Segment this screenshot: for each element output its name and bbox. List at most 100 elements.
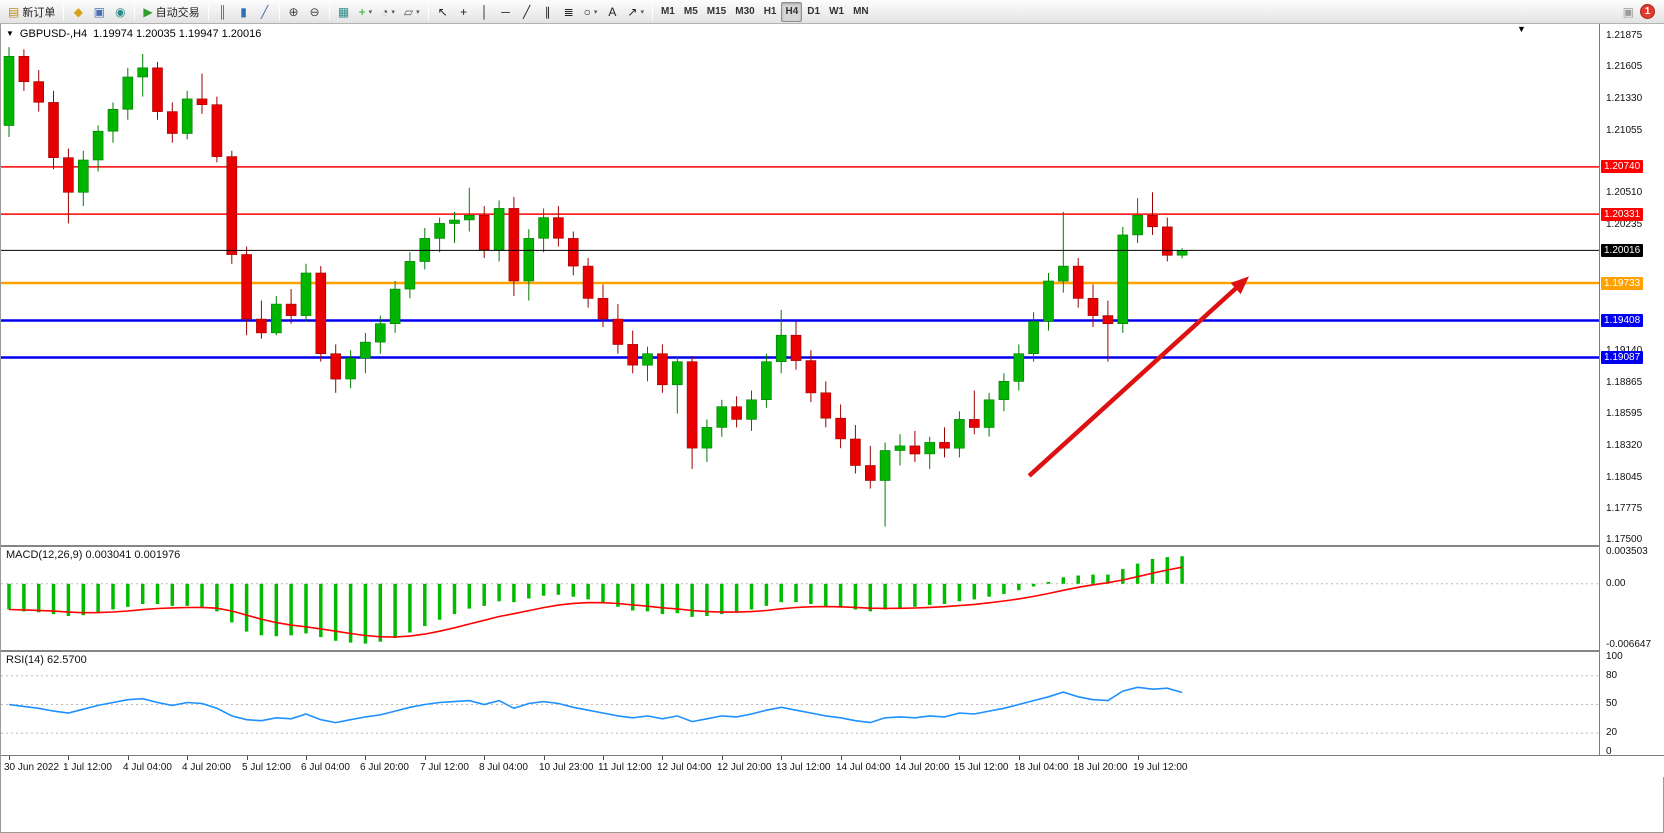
price-axis-label: 1.19140 [1606,345,1642,357]
rsi-canvas[interactable] [1,652,1599,755]
navigator-icon: ▣ [93,4,106,19]
candle [879,450,891,481]
chevron-down-icon: ▾ [416,8,420,16]
candle [345,357,356,380]
price-level-badge: 1.19733 [1601,277,1644,290]
macd-panel[interactable] [1,547,1599,650]
autotrading-button[interactable]: ▶ 自动交易 [139,2,203,22]
time-axis-tick [959,756,960,760]
candle [1013,353,1025,382]
panel-splitter[interactable] [1,545,1664,547]
navigator-button[interactable]: ▣ [89,2,109,22]
candle [1028,321,1039,354]
trendline-button[interactable]: ╱ [517,2,537,22]
one-click-trading-toggle[interactable]: ▼ [6,29,14,38]
new-order-button[interactable]: ▤ 新订单 [4,2,59,22]
timeframe-m15-label: M15 [706,6,727,17]
line-chart-button[interactable]: ╱ [255,2,275,22]
terminal-button[interactable]: ◉ [110,2,130,22]
horizontal-line-icon: ─ [501,4,510,19]
time-axis-tick [1138,756,1139,760]
arrows-button[interactable]: ↗ ▾ [623,2,648,22]
time-axis-label: 4 Jul 04:00 [123,762,172,773]
bar-chart-button[interactable]: ║ [213,2,233,22]
timeframe-mn[interactable]: MN [849,2,873,22]
timeframe-h1[interactable]: H1 [760,2,781,22]
price-axis[interactable]: 1.21875 1.21605 1.21330 1.21055 1.20510 1.202… [1599,24,1664,757]
horizontal-line-button[interactable]: ─ [496,2,516,22]
candle [463,215,475,221]
price-axis-label: 1.18865 [1606,377,1643,388]
timeframe-m15[interactable]: M15 [703,2,730,22]
crosshair-button[interactable]: + [454,2,474,22]
macd-canvas[interactable] [1,547,1599,650]
vertical-line-button[interactable]: │ [475,2,495,22]
candle [627,344,639,366]
candle [968,419,980,428]
price-axis-label: 0 [1606,746,1612,757]
time-axis-tick [781,756,782,760]
time-axis-label: 6 Jul 04:00 [301,762,350,773]
timeframe-w1[interactable]: W1 [825,2,848,22]
fibonacci-button[interactable]: ≣ [559,2,579,22]
panel-splitter[interactable] [1,650,1664,652]
indicators-button[interactable]: + ▾ [355,2,377,22]
cursor-button[interactable]: ↖ [433,2,453,22]
candle [597,297,609,320]
candle [181,98,193,134]
line-chart-icon: ╱ [260,4,269,19]
trend-arrow[interactable] [1027,280,1244,478]
time-axis-tick [187,756,188,760]
time-axis-label: 18 Jul 20:00 [1073,762,1128,773]
toolbar-separator [134,3,136,20]
candle [449,219,460,224]
timeframe-m5[interactable]: M5 [680,2,702,22]
candle [33,81,45,103]
chevron-down-icon: ▾ [593,8,598,16]
candlestick-chart-button[interactable]: ▮ [234,2,254,22]
channel-button[interactable]: ∥ [538,2,558,22]
toolbar: ▤ 新订单 ◆ ▣ ◉ ▶ 自动交易 ║ ▮ ╱ ⊕ ⊖ ▦ + ▾ ◔ ▾ ▱ ▾ ↖ + │ ─ ╱ ∥ ≣ ○ ▾ A ↗ ▾ M1 M5… [0,0,1664,24]
price-axis-label: 1.17775 [1606,503,1643,514]
price-axis-label: 20 [1606,727,1618,738]
candle [983,399,995,428]
indicators-icon: + [358,4,366,19]
shapes-icon: ○ [583,4,591,19]
zoom-in-button[interactable]: ⊕ [284,2,304,22]
rsi-panel[interactable] [1,652,1599,755]
candle [1132,215,1143,236]
templates-button[interactable]: ▱ ▾ [400,2,424,22]
candle [107,109,119,132]
zoom-out-button[interactable]: ⊖ [305,2,325,22]
notification-icon[interactable]: ▣ [1622,4,1634,19]
candle [167,111,178,134]
tile-windows-icon: ▦ [337,4,350,19]
notification-count-badge[interactable]: 1 [1640,4,1655,19]
candle [909,445,921,455]
time-axis-tick [425,756,426,760]
candle [1072,265,1084,299]
chart-shift-marker[interactable]: ▼ [1517,24,1526,34]
main-chart-canvas[interactable] [1,24,1599,545]
periods-button[interactable]: ◔ ▾ [377,2,399,22]
main-chart-panel[interactable] [1,24,1599,545]
timeframe-m1[interactable]: M1 [657,2,679,22]
time-axis[interactable]: 30 Jun 2022 1 Jul 12:00 4 Jul 04:00 4 Jul 2… [1,755,1664,777]
candle [761,361,772,401]
shapes-button[interactable]: ○ ▾ [580,2,602,22]
candle [1147,215,1158,228]
chevron-down-icon: ▾ [391,8,395,16]
toolbar-separator [427,3,429,20]
trend-arrow-head[interactable] [1230,276,1249,295]
text-button[interactable]: A [602,2,622,22]
macd-title: MACD(12,26,9) 0.003041 0.001976 [6,549,180,561]
price-axis-label: 100 [1606,651,1623,662]
time-axis-tick [841,756,842,760]
tile-windows-button[interactable]: ▦ [334,2,354,22]
market-watch-button[interactable]: ◆ [68,2,88,22]
timeframe-h4[interactable]: H4 [781,1,803,22]
timeframe-d1[interactable]: D1 [803,2,824,22]
timeframe-m30[interactable]: M30 [731,2,758,22]
zoom-in-icon: ⊕ [288,4,299,19]
price-level-badge: 1.20016 [1601,244,1644,257]
